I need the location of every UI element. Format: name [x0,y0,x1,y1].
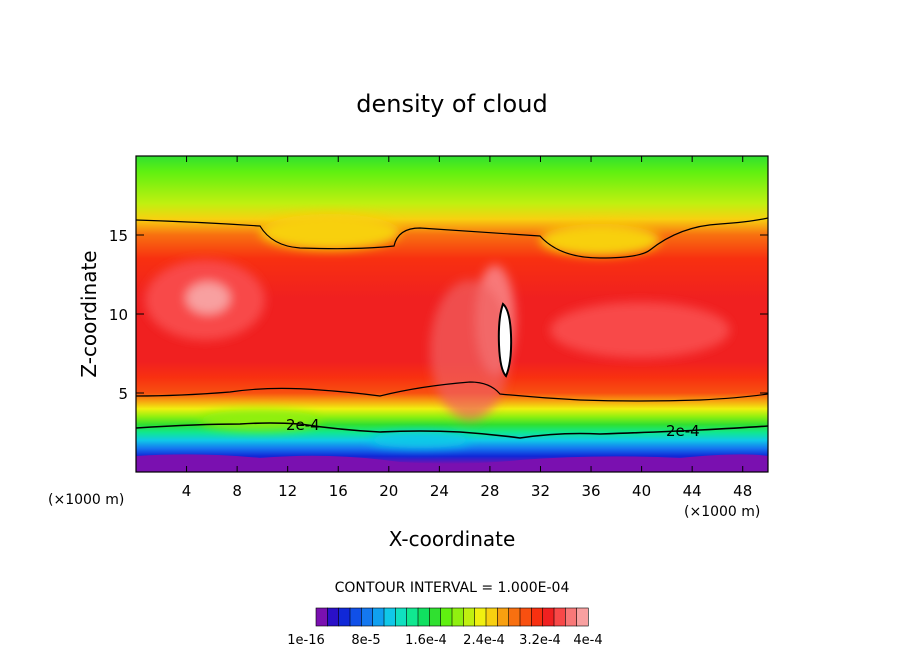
colorbar-swatch-9 [417,607,430,627]
x-tick-label-9: 40 [632,482,651,500]
colorbar-swatch-15 [485,607,498,627]
colorbar-swatch-7 [395,607,408,627]
colorbar-swatch-8 [406,607,419,627]
colorbar-swatch-18 [519,607,532,627]
x-tick-label-10: 44 [683,482,702,500]
x-tick-label-8: 36 [581,482,600,500]
colorbar-labels: 1e-16 8e-5 1.6e-4 2.4e-4 3.2e-4 4e-4 [287,633,602,648]
x-tick-label-3: 16 [329,482,348,500]
x-tick-label-5: 24 [430,482,449,500]
contour-lower-5 [136,381,768,402]
x-axis-label: X-coordinate [389,527,516,551]
colorbar-swatch-2 [338,607,351,627]
x-tick-label-1: 8 [232,482,242,500]
colorbar-label-0: 1e-16 [287,633,325,648]
colorbar-swatch-16 [497,607,510,627]
colorbar-swatch-19 [531,607,544,627]
lower-cyan-patch [370,432,470,448]
x-tick-label-11: 48 [733,482,752,500]
colorbar-label-1: 8e-5 [351,633,380,648]
y-tick-label-2: 15 [109,227,128,245]
colorbar-swatch-4 [361,607,374,627]
colorbar [315,607,589,627]
colorbar-swatch-21 [553,607,566,627]
lower-green-patch [200,410,320,430]
red-core-right [550,302,730,358]
contour-upper [136,217,768,259]
shear-plume [430,280,510,420]
colorbar-swatch-1 [327,607,340,627]
x-tick-label-4: 20 [379,482,398,500]
y-tick-label-0: 5 [118,385,128,403]
x-ticks: 4 8 12 16 20 24 28 32 36 40 44 48 [182,156,752,500]
contour-label-1: 2e-4 [286,416,320,434]
x-unit-label: (×1000 m) [48,492,124,508]
bottom-purple-band [136,454,768,472]
z-unit-label: (×1000 m) [684,504,760,520]
colorbar-swatch-22 [565,607,578,627]
x-tick-label-0: 4 [182,482,192,500]
y-axis-label: Z-coordinate [77,250,101,377]
colorbar-label-3: 2.4e-4 [463,633,505,648]
colorbar-swatch-0 [315,607,328,627]
x-tick-label-2: 12 [278,482,297,500]
colorbar-swatch-13 [463,607,476,627]
colorbar-swatch-12 [451,607,464,627]
chart-title: density of cloud [356,90,547,118]
upper-dip-band-2 [540,224,660,256]
colorbar-label-5: 4e-4 [573,633,602,648]
y-tick-label-1: 10 [109,306,128,324]
x-tick-label-6: 28 [480,482,499,500]
colorbar-swatch-14 [474,607,487,627]
colorbar-swatch-6 [383,607,396,627]
colorbar-swatch-5 [372,607,385,627]
contour-interval-text: CONTOUR INTERVAL = 1.000E-04 [335,580,570,596]
colorbar-swatch-17 [508,607,521,627]
upper-dip-band [260,214,400,250]
contour-label-2: 2e-4 [666,422,700,440]
y-ticks: 5 10 15 [109,227,768,403]
contour-central-loop [497,302,513,378]
x-tick-label-7: 32 [531,482,550,500]
colorbar-swatch-11 [440,607,453,627]
contour-2e-4 [136,422,768,439]
colorbar-label-2: 1.6e-4 [405,633,447,648]
colorbar-swatch-10 [429,607,442,627]
pink-core-left [186,282,230,314]
colorbar-swatch-3 [349,607,362,627]
colorbar-swatch-20 [542,607,555,627]
colorbar-label-4: 3.2e-4 [519,633,561,648]
plot-area: 2e-4 2e-4 [136,156,768,472]
colorbar-swatch-23 [576,607,589,627]
